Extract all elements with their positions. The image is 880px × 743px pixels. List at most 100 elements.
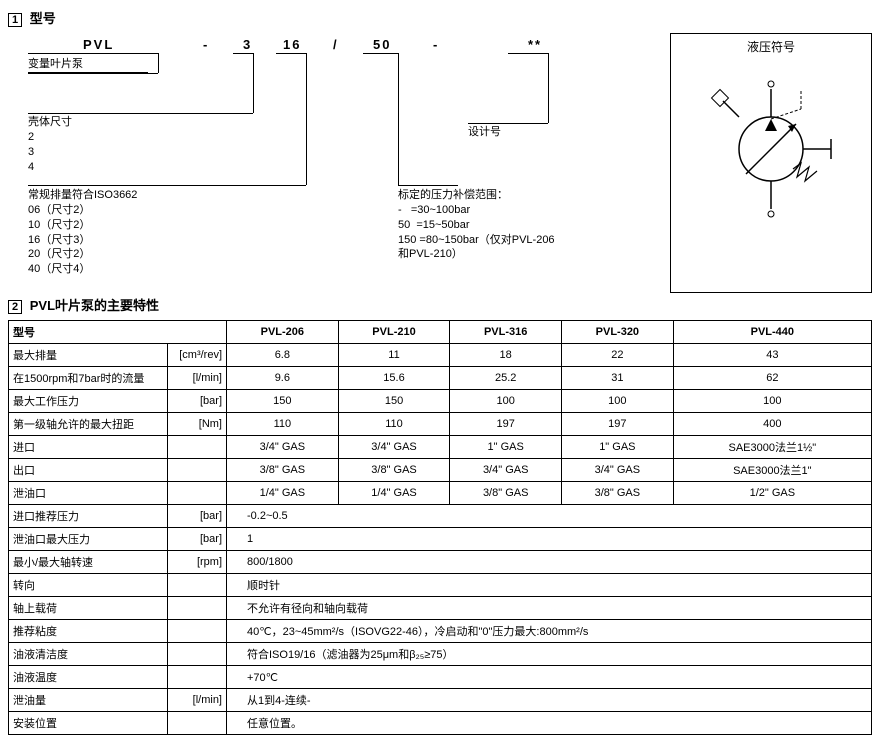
head-model: 型号 xyxy=(9,321,227,344)
table-row: 最大排量[cm³/rev]6.811182243 xyxy=(9,344,872,367)
cell-wide: 40℃，23~45mm²/s（ISOVG22-46），冷启动和"0"压力最大:8… xyxy=(227,620,872,643)
cell: SAE3000法兰1" xyxy=(673,459,871,482)
cell: 3/4" GAS xyxy=(227,436,339,459)
cell-wide: 不允许有径向和轴向载荷 xyxy=(227,597,872,620)
row-label: 泄油口 xyxy=(9,482,168,505)
table-row: 进口3/4" GAS3/4" GAS1" GAS1" GASSAE3000法兰1… xyxy=(9,436,872,459)
table-row: 安装位置任意位置。 xyxy=(9,712,872,735)
row-label: 最大工作压力 xyxy=(9,390,168,413)
pc-head: 标定的压力补偿范围： xyxy=(398,188,555,203)
row-label: 油液清洁度 xyxy=(9,643,168,666)
row-unit: [bar] xyxy=(168,505,227,528)
cell: 400 xyxy=(673,413,871,436)
h-16 xyxy=(28,185,306,186)
row-unit xyxy=(168,574,227,597)
iso-3: 16（尺寸3） xyxy=(28,233,137,248)
code-3: 3 xyxy=(243,37,252,52)
table-row: 推荐粘度40℃，23~45mm²/s（ISOVG22-46），冷启动和"0"压力… xyxy=(9,620,872,643)
table-row: 油液清洁度 符合ISO19/16（滤油器为25μm和β₂₅≥75） xyxy=(9,643,872,666)
shell-size-block: 壳体尺寸 2 3 4 xyxy=(28,115,72,174)
cell: 3/8" GAS xyxy=(562,482,674,505)
cell: 11 xyxy=(338,344,450,367)
var-pump-text: 变量叶片泵 xyxy=(28,57,148,73)
cell-wide: 符合ISO19/16（滤油器为25μm和β₂₅≥75） xyxy=(227,643,872,666)
drop-16 xyxy=(306,53,307,185)
cell: 100 xyxy=(450,390,562,413)
ul-16 xyxy=(276,53,306,54)
section2-title: 2 PVL叶片泵的主要特性 xyxy=(8,295,872,314)
cell: 9.6 xyxy=(227,367,339,390)
h-stars xyxy=(468,123,548,124)
h-50 xyxy=(398,185,458,186)
code-dash1: - xyxy=(203,37,209,52)
cell: 18 xyxy=(450,344,562,367)
row-label: 进口推荐压力 xyxy=(9,505,168,528)
row-unit xyxy=(168,643,227,666)
cell: 3/4" GAS xyxy=(338,436,450,459)
cell: SAE3000法兰1½" xyxy=(673,436,871,459)
cell-wide: 顺时针 xyxy=(227,574,872,597)
code-pvl: PVL xyxy=(83,37,114,52)
cell: 150 xyxy=(227,390,339,413)
row-unit: [bar] xyxy=(168,390,227,413)
cell: 6.8 xyxy=(227,344,339,367)
table-row: 泄油量[l/min]从1到4-连续- xyxy=(9,689,872,712)
row-unit xyxy=(168,597,227,620)
ul-50 xyxy=(363,53,398,54)
code-dash2: - xyxy=(433,37,439,52)
cell: 110 xyxy=(338,413,450,436)
ul-pvl xyxy=(28,53,158,54)
row-label: 进口 xyxy=(9,436,168,459)
cell: 100 xyxy=(673,390,871,413)
row-unit xyxy=(168,459,227,482)
shell-3: 3 xyxy=(28,145,72,160)
head-c1: PVL-206 xyxy=(227,321,339,344)
table-row: 油液温度+70℃ xyxy=(9,666,872,689)
code-stars: ** xyxy=(528,37,542,52)
drop-3 xyxy=(253,53,254,113)
h-3 xyxy=(28,113,253,114)
cell: 197 xyxy=(562,413,674,436)
code-50: 50 xyxy=(373,37,391,52)
table-row: 转向顺时针 xyxy=(9,574,872,597)
cell: 110 xyxy=(227,413,339,436)
top-row: PVL - 3 16 / 50 - ** 变量叶片泵 xyxy=(8,33,872,293)
row-unit: [bar] xyxy=(168,528,227,551)
row-unit xyxy=(168,712,227,735)
row-label: 最大排量 xyxy=(9,344,168,367)
code-16: 16 xyxy=(283,37,301,52)
drop-50 xyxy=(398,53,399,185)
table-row: 出口3/8" GAS3/8" GAS3/4" GAS3/4" GASSAE300… xyxy=(9,459,872,482)
table-row: 最大工作压力[bar]150150100100100 xyxy=(9,390,872,413)
drop-pvl xyxy=(158,53,159,73)
cell: 1" GAS xyxy=(450,436,562,459)
cell-wide: 1 xyxy=(227,528,872,551)
row-unit xyxy=(168,666,227,689)
h-pvl xyxy=(28,73,158,74)
iso-4: 20（尺寸2） xyxy=(28,247,137,262)
row-label: 出口 xyxy=(9,459,168,482)
cell: 31 xyxy=(562,367,674,390)
row-label: 轴上载荷 xyxy=(9,597,168,620)
ul-stars xyxy=(508,53,548,54)
cell: 3/4" GAS xyxy=(450,459,562,482)
table-head-row: 型号 PVL-206 PVL-210 PVL-316 PVL-320 PVL-4… xyxy=(9,321,872,344)
iso-block: 常规排量符合ISO3662 06（尺寸2） 10（尺寸2） 16（尺寸3） 20… xyxy=(28,188,137,277)
row-unit: [Nm] xyxy=(168,413,227,436)
pc-4: 和PVL-210） xyxy=(398,247,555,262)
table-row: 泄油口1/4" GAS1/4" GAS3/8" GAS3/8" GAS1/2" … xyxy=(9,482,872,505)
var-pump-label: 变量叶片泵 xyxy=(28,57,148,73)
head-c3: PVL-316 xyxy=(450,321,562,344)
row-unit xyxy=(168,620,227,643)
iso-1: 06（尺寸2） xyxy=(28,203,137,218)
table-row: 第一级轴允许的最大扭距[Nm]110110197197400 xyxy=(9,413,872,436)
cell-wide: 任意位置。 xyxy=(227,712,872,735)
cell: 197 xyxy=(450,413,562,436)
iso-5: 40（尺寸4） xyxy=(28,262,137,277)
head-c4: PVL-320 xyxy=(562,321,674,344)
design-num-label: 设计号 xyxy=(468,125,501,140)
cell: 22 xyxy=(562,344,674,367)
row-label: 最小/最大轴转速 xyxy=(9,551,168,574)
cell: 1" GAS xyxy=(562,436,674,459)
iso-head: 常规排量符合ISO3662 xyxy=(28,188,137,203)
